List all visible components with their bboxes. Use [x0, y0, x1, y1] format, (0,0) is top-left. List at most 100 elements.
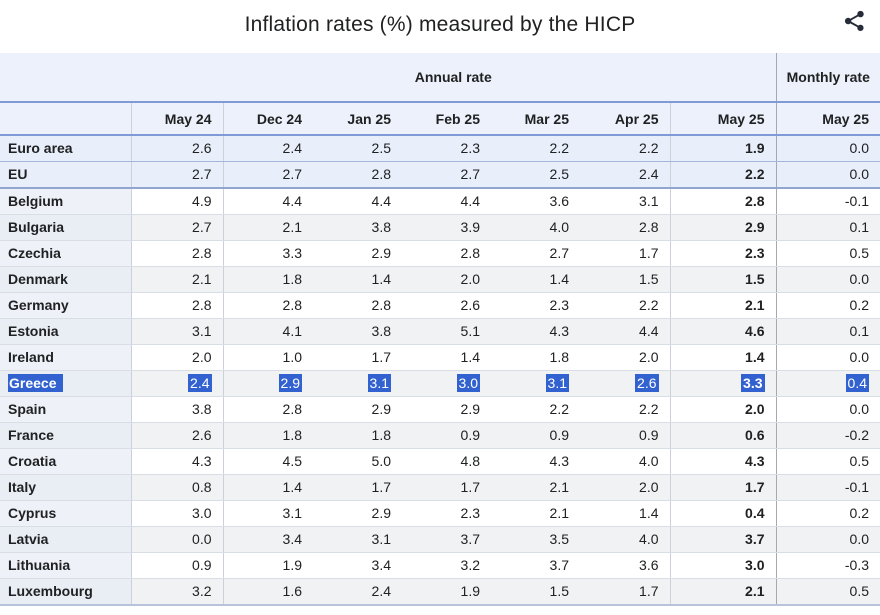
selection-highlight: 2.9: [278, 374, 302, 392]
cell: 3.7: [491, 552, 580, 579]
cell: 2.9: [313, 500, 402, 527]
cell: 3.3: [670, 370, 776, 397]
cell: 2.3: [402, 500, 491, 527]
cell: 0.0: [775, 396, 880, 423]
column-header: Dec 24: [223, 102, 313, 136]
cell: 0.0: [131, 526, 224, 553]
table-row: Euro area 2.6 2.4 2.5 2.3 2.2 2.2 1.9 0.0: [0, 135, 880, 162]
cell: 2.0: [131, 344, 224, 371]
row-label: Italy: [0, 474, 132, 501]
cell: 0.0: [775, 526, 880, 553]
cell: 4.5: [223, 448, 313, 475]
cell: 4.4: [313, 188, 402, 215]
title-bar: Inflation rates (%) measured by the HICP: [0, 0, 880, 53]
cell: 1.5: [491, 578, 580, 606]
share-icon: [844, 10, 866, 32]
table-row: Luxembourg 3.2 1.6 2.4 1.9 1.5 1.7 2.1 0.5: [0, 578, 880, 606]
cell: 2.0: [402, 266, 491, 293]
cell: 1.8: [313, 422, 402, 449]
cell: 1.0: [223, 344, 313, 371]
table-row: Lithuania 0.9 1.9 3.4 3.2 3.7 3.6 3.0 -0.3: [0, 552, 880, 579]
cell: 2.6: [131, 422, 224, 449]
cell: 2.1: [491, 474, 580, 501]
cell: 2.3: [670, 240, 776, 267]
inflation-table: Annual rate Monthly rate May 24 Dec 24 J…: [0, 53, 880, 606]
cell: 1.4: [313, 266, 402, 293]
cell: 1.7: [580, 578, 671, 606]
selection-highlight: 3.1: [545, 374, 569, 392]
cell: 2.1: [670, 292, 776, 319]
cell: 1.9: [402, 578, 491, 606]
cell: 3.6: [580, 552, 671, 579]
cell: 0.4: [670, 500, 776, 527]
row-label: Latvia: [0, 526, 132, 553]
cell: 0.0: [775, 344, 880, 371]
table-row: Estonia 3.1 4.1 3.8 5.1 4.3 4.4 4.6 0.1: [0, 318, 880, 345]
column-header: Apr 25: [580, 102, 671, 136]
cell: 3.7: [670, 526, 776, 553]
cell: 1.4: [670, 344, 776, 371]
cell: 2.6: [402, 292, 491, 319]
cell: 3.0: [402, 370, 491, 397]
row-label: Croatia: [0, 448, 132, 475]
cell: 3.6: [491, 188, 580, 215]
cell: 3.7: [402, 526, 491, 553]
table-row: Belgium 4.9 4.4 4.4 4.4 3.6 3.1 2.8 -0.1: [0, 188, 880, 215]
cell: 0.2: [775, 500, 880, 527]
cell: 0.4: [775, 370, 880, 397]
cell: 0.0: [775, 135, 880, 162]
cell: 2.7: [131, 214, 224, 241]
cell: 2.4: [131, 370, 224, 397]
table-row: Cyprus 3.0 3.1 2.9 2.3 2.1 1.4 0.4 0.2: [0, 500, 880, 527]
cell: 2.9: [402, 396, 491, 423]
selection-highlight: 2.4: [188, 374, 212, 392]
selection-highlight: Greece: [8, 374, 64, 392]
table-row: Latvia 0.0 3.4 3.1 3.7 3.5 4.0 3.7 0.0: [0, 526, 880, 553]
column-header: May 25: [775, 102, 880, 136]
cell: 3.0: [670, 552, 776, 579]
cell: 3.1: [313, 370, 402, 397]
table-row: Italy 0.8 1.4 1.7 1.7 2.1 2.0 1.7 -0.1: [0, 474, 880, 501]
table-body: Euro area 2.6 2.4 2.5 2.3 2.2 2.2 1.9 0.0 EU 2.7 2.…: [0, 135, 880, 606]
row-label: Estonia: [0, 318, 132, 345]
cell: 4.0: [580, 526, 671, 553]
cell: 0.5: [775, 448, 880, 475]
corner-cell: [0, 53, 131, 103]
cell: 0.0: [775, 266, 880, 293]
cell: 2.1: [223, 214, 313, 241]
cell: 1.7: [313, 474, 402, 501]
selection-highlight: 3.1: [367, 374, 391, 392]
row-label: Bulgaria: [0, 214, 132, 241]
cell: 3.4: [223, 526, 313, 553]
cell: 0.0: [775, 161, 880, 189]
cell: 4.3: [131, 448, 224, 475]
cell: 3.1: [491, 370, 580, 397]
cell: 2.0: [670, 396, 776, 423]
table-row: Bulgaria 2.7 2.1 3.8 3.9 4.0 2.8 2.9 0.1: [0, 214, 880, 241]
annual-rate-header: Annual rate: [131, 53, 776, 103]
table-row: Ireland 2.0 1.0 1.7 1.4 1.8 2.0 1.4 0.0: [0, 344, 880, 371]
table-row: Croatia 4.3 4.5 5.0 4.8 4.3 4.0 4.3 0.5: [0, 448, 880, 475]
cell: 2.2: [491, 135, 580, 162]
cell: 2.8: [131, 240, 224, 267]
cell: 1.9: [670, 135, 776, 162]
cell: 3.4: [313, 552, 402, 579]
selection-highlight: 3.0: [456, 374, 480, 392]
cell: 0.2: [775, 292, 880, 319]
cell: 4.4: [223, 188, 313, 215]
share-button[interactable]: [842, 8, 868, 34]
cell: 4.3: [670, 448, 776, 475]
label-column-header: [0, 102, 132, 136]
cell: 1.8: [223, 266, 313, 293]
table-row: Spain 3.8 2.8 2.9 2.9 2.2 2.2 2.0 0.0: [0, 396, 880, 423]
cell: 2.2: [580, 396, 671, 423]
cell: 3.2: [131, 578, 224, 606]
row-label: EU: [0, 161, 132, 189]
cell: 2.7: [131, 161, 224, 189]
cell: 3.3: [223, 240, 313, 267]
cell: 2.8: [670, 188, 776, 215]
cell: 1.6: [223, 578, 313, 606]
cell: 2.6: [131, 135, 224, 162]
cell: 0.8: [131, 474, 224, 501]
